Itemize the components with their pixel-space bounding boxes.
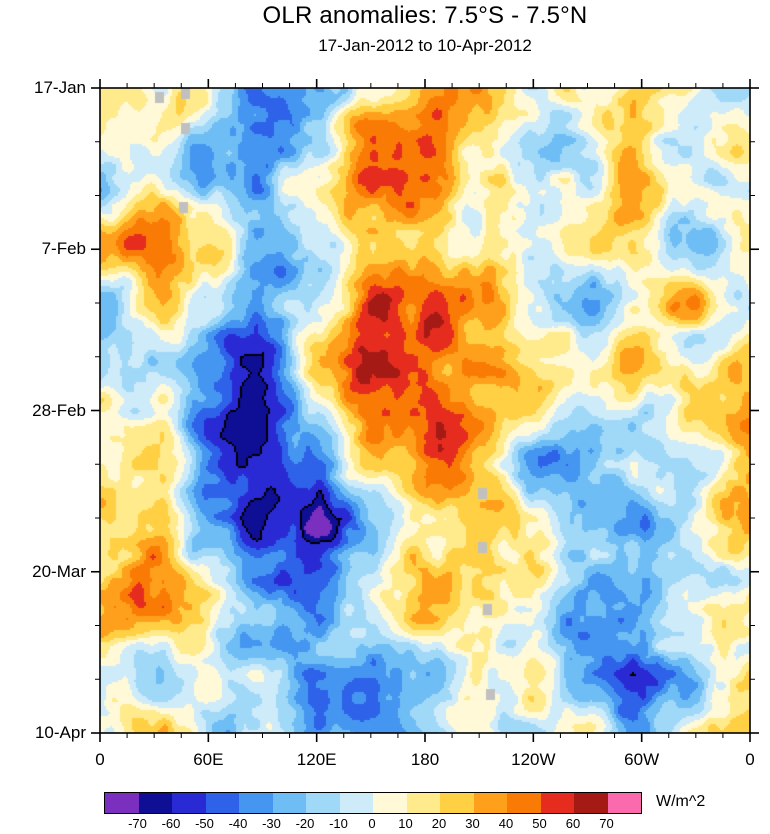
colorbar-cell (339, 793, 373, 813)
colorbar-tick-label: 0 (368, 816, 376, 831)
colorbar-tick-label: -10 (329, 816, 348, 831)
y-axis-label: 7-Feb (41, 239, 86, 259)
units-label: W/m^2 (656, 793, 706, 810)
x-axis-label: 180 (410, 750, 440, 769)
x-axis-label: 0 (745, 750, 755, 769)
colorbar-tick-label: -30 (262, 816, 281, 831)
x-axis-label: 120W (511, 750, 556, 769)
colorbar-tick-label: -40 (228, 816, 248, 831)
colorbar-cell (540, 793, 574, 813)
colorbar-tick-label: 40 (498, 816, 514, 831)
colorbar (104, 792, 642, 814)
colorbar-cell (272, 793, 306, 813)
colorbar-cell (172, 793, 206, 813)
colorbar-tick-label: 30 (465, 816, 480, 831)
colorbar-cell (138, 793, 172, 813)
colorbar-tick-label: -20 (295, 816, 315, 831)
colorbar-tick-label: 20 (431, 816, 447, 831)
colorbar-cell (205, 793, 239, 813)
y-axis-label: 17-Jan (34, 78, 86, 97)
colorbar-tick-label: 10 (398, 816, 413, 831)
colorbar-tick-label: 70 (599, 816, 614, 831)
colorbar-cell (105, 793, 139, 813)
x-axis-label: 60W (624, 750, 660, 769)
y-axis-label: 10-Apr (34, 723, 86, 742)
colorbar-cell (440, 793, 474, 813)
colorbar-tick-label: -60 (161, 816, 181, 831)
chart-subtitle: 17-Jan-2012 to 10-Apr-2012 (318, 36, 532, 55)
colorbar-cell (574, 793, 608, 813)
colorbar-cell (507, 793, 541, 813)
y-axis-label: 28-Feb (32, 400, 86, 420)
colorbar-cell (607, 793, 641, 813)
x-axis-label: 60E (193, 750, 224, 769)
colorbar-cell (306, 793, 340, 813)
colorbar-cell (239, 793, 273, 813)
colorbar-tick-label: 50 (532, 816, 547, 831)
x-axis-label: 120E (296, 750, 337, 769)
colorbar-cell (406, 793, 440, 813)
y-axis-label: 20-Mar (32, 561, 86, 581)
colorbar-tick-label: -50 (195, 816, 214, 831)
colorbar-tick-label: -70 (128, 816, 147, 831)
colorbar-cell (473, 793, 507, 813)
x-axis-label: 0 (95, 750, 105, 769)
page-title: OLR anomalies: 7.5°S - 7.5°N (262, 2, 588, 29)
olr-anomaly-field-canvas (100, 88, 750, 733)
colorbar-cell (373, 793, 407, 813)
colorbar-tick-label: 60 (565, 816, 581, 831)
